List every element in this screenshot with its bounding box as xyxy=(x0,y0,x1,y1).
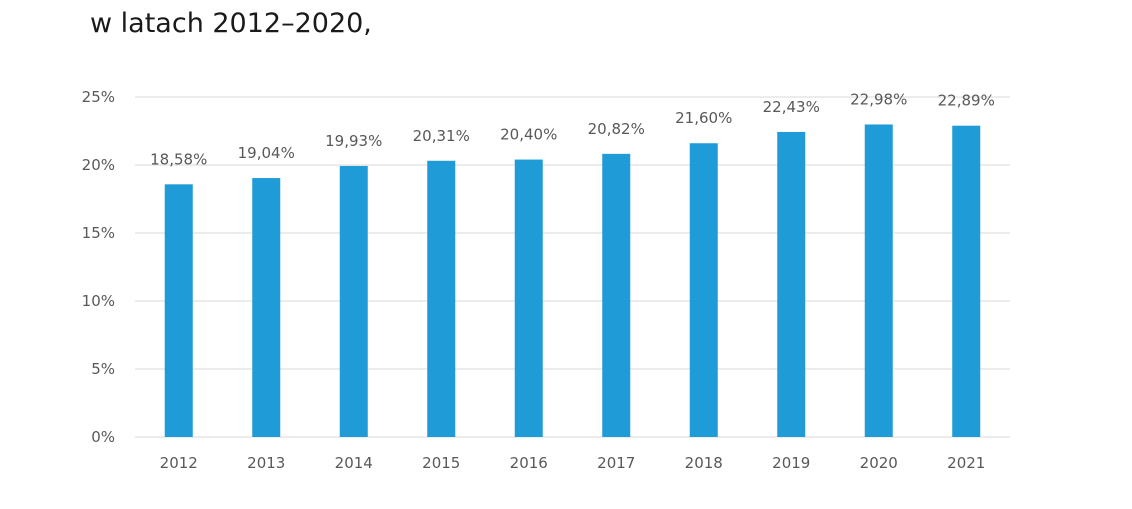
data-label: 20,31% xyxy=(413,127,470,145)
x-tick-label: 2012 xyxy=(160,454,198,472)
y-tick-label: 5% xyxy=(91,360,115,378)
bar xyxy=(689,143,718,438)
x-tick-label: 2014 xyxy=(335,454,373,472)
bar xyxy=(252,178,281,437)
x-tick-label: 2020 xyxy=(860,454,898,472)
bar xyxy=(514,159,543,437)
data-label: 20,82% xyxy=(588,120,645,138)
y-tick-label: 15% xyxy=(82,224,115,242)
data-label: 19,93% xyxy=(325,132,382,150)
bar xyxy=(427,160,456,437)
x-tick-label: 2015 xyxy=(422,454,460,472)
y-tick-label: 20% xyxy=(82,156,115,174)
data-label: 19,04% xyxy=(238,144,295,162)
data-label: 18,58% xyxy=(150,150,207,168)
y-tick-label: 10% xyxy=(82,292,115,310)
x-tick-label: 2016 xyxy=(510,454,548,472)
bar xyxy=(339,165,368,437)
bar xyxy=(864,124,893,438)
y-tick-label: 25% xyxy=(82,88,115,106)
x-tick-label: 2013 xyxy=(247,454,285,472)
data-label: 22,98% xyxy=(850,90,907,108)
bar xyxy=(602,153,631,437)
x-tick-label: 2018 xyxy=(685,454,723,472)
data-label: 22,89% xyxy=(938,92,995,110)
bar xyxy=(777,131,806,437)
bar xyxy=(952,125,981,438)
y-tick-label: 0% xyxy=(91,428,115,446)
x-tick-label: 2017 xyxy=(597,454,635,472)
x-tick-label: 2019 xyxy=(772,454,810,472)
data-label: 22,43% xyxy=(763,98,820,116)
data-label: 20,40% xyxy=(500,126,557,144)
x-tick-label: 2021 xyxy=(947,454,985,472)
bar xyxy=(164,184,193,437)
data-label: 21,60% xyxy=(675,109,732,127)
chart-caption-line2: w latach 2012–2020, xyxy=(90,8,372,39)
